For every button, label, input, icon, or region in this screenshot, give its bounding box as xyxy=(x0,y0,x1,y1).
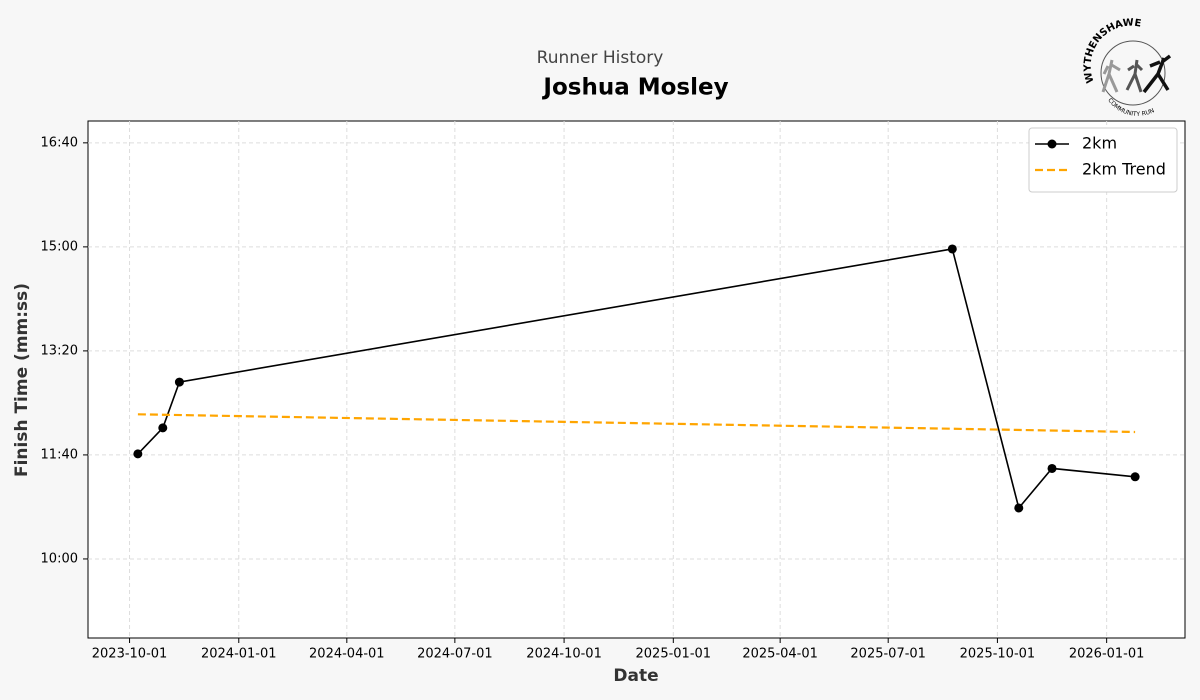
x-tick-label: 2024-04-01 xyxy=(309,647,385,662)
x-tick-label: 2024-07-01 xyxy=(417,647,493,662)
y-tick-label: 11:40 xyxy=(41,447,78,462)
x-tick-label: 2025-01-01 xyxy=(636,647,712,662)
chart-title: Joshua Mosley xyxy=(541,75,728,101)
y-axis-label: Finish Time (mm:ss) xyxy=(12,283,32,477)
data-point xyxy=(174,377,184,387)
y-tick-label: 16:40 xyxy=(41,135,78,150)
y-tick-label: 15:00 xyxy=(41,239,78,254)
logo-runner xyxy=(1142,54,1172,94)
grid xyxy=(88,121,1185,638)
chart-suptitle: Runner History xyxy=(537,48,664,68)
legend-marker xyxy=(1047,139,1057,149)
data-point xyxy=(133,449,143,459)
x-axis-label: Date xyxy=(613,666,658,686)
plot-area xyxy=(87,120,1186,639)
data-point xyxy=(1014,503,1024,513)
logo: WYTHENSHAWE COMMUNITY RUN xyxy=(1083,17,1172,118)
logo-runner xyxy=(1101,59,1121,93)
x-tick-label: 2025-10-01 xyxy=(960,647,1036,662)
y-tick-label: 10:00 xyxy=(41,551,78,566)
data-point xyxy=(1047,463,1057,473)
x-tick-label: 2026-01-01 xyxy=(1069,647,1145,662)
data-point xyxy=(1130,472,1140,482)
x-tick-label: 2024-01-01 xyxy=(201,647,277,662)
y-tick-label: 13:20 xyxy=(41,343,78,358)
legend-label: 2km Trend xyxy=(1082,160,1166,179)
logo-runner xyxy=(1125,59,1144,93)
logo-ring xyxy=(1100,40,1166,106)
series-line xyxy=(137,413,1136,434)
logo-bottom-text: COMMUNITY RUN xyxy=(1106,97,1155,118)
x-tick-label: 2024-10-01 xyxy=(526,647,602,662)
data-point xyxy=(947,244,957,254)
x-tick-label: 2025-07-01 xyxy=(850,647,926,662)
logo-bottom: COMMUNITY RUN xyxy=(1106,97,1155,118)
x-tick-label: 2025-04-01 xyxy=(742,647,818,662)
legend-label: 2km xyxy=(1082,134,1117,153)
data-point xyxy=(158,423,168,433)
x-tick-label: 2023-10-01 xyxy=(92,647,168,662)
legend: 2km 2km Trend xyxy=(1028,127,1178,193)
